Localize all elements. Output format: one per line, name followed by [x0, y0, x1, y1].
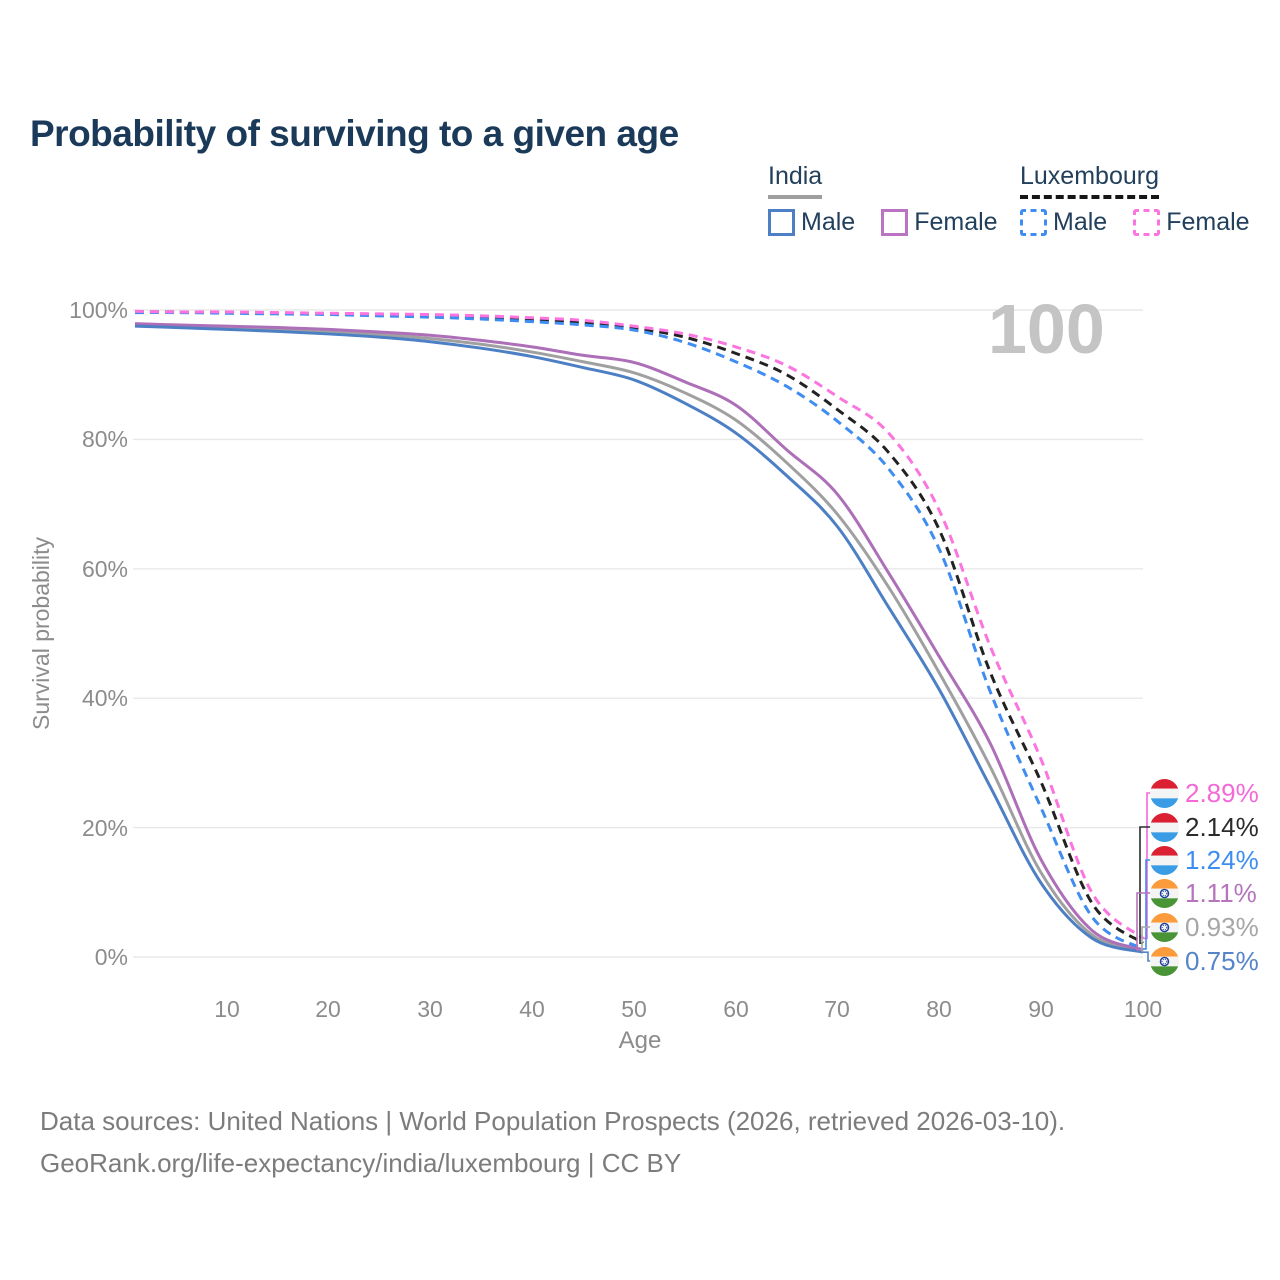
- data-sources-text: Data sources: United Nations | World Pop…: [40, 1106, 1066, 1136]
- end-label-india-male: 0.75%: [1150, 946, 1259, 976]
- x-tick-20: 20: [315, 996, 341, 1022]
- x-tick-80: 80: [926, 996, 952, 1022]
- leader-line-india-total: [1141, 926, 1152, 952]
- legend-item-india-female[interactable]: Female: [881, 208, 998, 237]
- legend-group-india: India Male Female: [768, 162, 998, 237]
- end-value-india-female: 1.11%: [1185, 877, 1257, 908]
- luxembourg-flag-icon: [1150, 778, 1179, 808]
- luxembourg-flag-icon: [1150, 845, 1179, 875]
- india-female-line[interactable]: [134, 322, 1144, 952]
- y-tick-20: 20%: [81, 815, 128, 841]
- end-value-luxembourg-total: 2.14%: [1185, 811, 1259, 842]
- end-value-india-male: 0.75%: [1185, 945, 1259, 976]
- x-tick-70: 70: [824, 996, 850, 1022]
- india-male-line[interactable]: [134, 324, 1144, 954]
- x-tick-40: 40: [519, 996, 545, 1022]
- legend-item-india-male[interactable]: Male: [768, 208, 855, 237]
- page-title: Probability of surviving to a given age: [30, 112, 679, 154]
- x-tick-50: 50: [621, 996, 647, 1022]
- y-tick-40: 40%: [81, 685, 128, 711]
- x-tick-60: 60: [723, 996, 749, 1022]
- legend-label-india-female: Female: [914, 208, 998, 236]
- end-label-luxembourg-total: 2.14%: [1150, 812, 1259, 842]
- luxembourg-male-line[interactable]: [134, 311, 1144, 951]
- x-tick-90: 90: [1028, 996, 1054, 1022]
- luxembourg-female-line[interactable]: [134, 309, 1144, 940]
- india-total-line[interactable]: [134, 323, 1144, 953]
- x-axis-title: Age: [618, 1027, 662, 1054]
- luxembourg-total-line[interactable]: [134, 310, 1144, 945]
- india-male-line-swatch-icon: [768, 209, 795, 236]
- y-tick-0: 0%: [94, 944, 128, 970]
- india-flag-icon: [1150, 946, 1179, 976]
- x-tick-10: 10: [214, 996, 240, 1022]
- india-female-line-swatch-icon: [881, 209, 909, 236]
- india-flag-icon: [1150, 878, 1179, 908]
- leader-line-luxembourg-female: [1143, 792, 1152, 940]
- y-tick-80: 80%: [81, 426, 128, 452]
- legend-item-luxembourg-female[interactable]: Female: [1133, 208, 1250, 237]
- end-label-luxembourg-female: 2.89%: [1150, 778, 1259, 808]
- india-flag-icon: [1150, 912, 1179, 942]
- x-tick-100: 100: [1123, 996, 1163, 1022]
- legend-items-luxembourg: Male Female: [1020, 208, 1250, 237]
- legend-title-luxembourg: Luxembourg: [1020, 162, 1159, 199]
- y-tick-60: 60%: [81, 556, 128, 582]
- y-axis-title: Survival probability: [28, 536, 54, 730]
- end-value-luxembourg-female: 2.89%: [1185, 777, 1259, 808]
- luxembourg-male-line-swatch-icon: [1020, 209, 1047, 236]
- legend-label-india-male: Male: [801, 208, 856, 236]
- end-label-india-total: 0.93%: [1150, 912, 1259, 942]
- attribution-text: GeoRank.org/life-expectancy/india/luxemb…: [40, 1148, 682, 1178]
- end-label-luxembourg-male: 1.24%: [1150, 845, 1259, 875]
- leader-line-luxembourg-male: [1143, 859, 1152, 950]
- leader-line-india-female: [1136, 892, 1152, 951]
- legend-label-luxembourg-female: Female: [1166, 208, 1250, 236]
- legend-items-india: Male Female: [768, 208, 998, 237]
- legend-group-luxembourg: Luxembourg Male Female: [1020, 162, 1250, 237]
- legend-title-india: India: [768, 162, 823, 199]
- x-tick-30: 30: [417, 996, 443, 1022]
- end-value-india-total: 0.93%: [1185, 911, 1259, 942]
- hovered-age-watermark: 100: [988, 290, 1105, 368]
- legend-item-luxembourg-male[interactable]: Male: [1020, 208, 1107, 237]
- luxembourg-female-line-swatch-icon: [1133, 209, 1161, 236]
- luxembourg-flag-icon: [1150, 812, 1179, 842]
- legend-label-luxembourg-male: Male: [1053, 208, 1108, 236]
- end-label-india-female: 1.11%: [1150, 878, 1257, 908]
- end-value-luxembourg-male: 1.24%: [1185, 844, 1259, 875]
- y-tick-100: 100%: [69, 297, 128, 323]
